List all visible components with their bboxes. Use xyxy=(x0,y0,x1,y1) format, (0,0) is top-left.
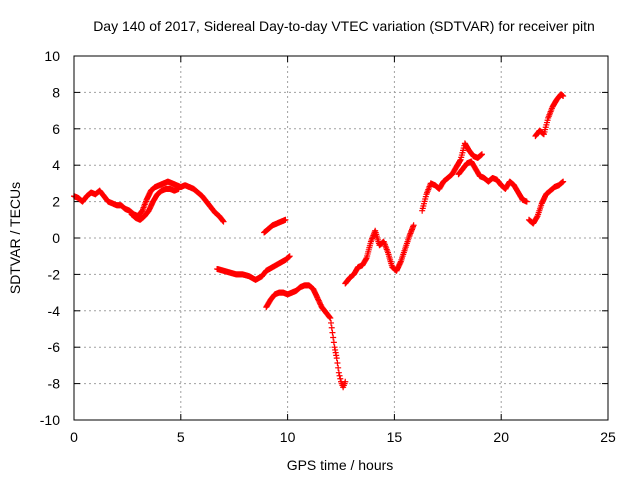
y-tick-label: 4 xyxy=(52,157,60,173)
data-point xyxy=(333,355,340,362)
x-tick-label: 5 xyxy=(177,429,185,445)
y-tick-label: -6 xyxy=(48,339,61,355)
x-tick-label: 10 xyxy=(280,429,296,445)
y-tick-label: -2 xyxy=(48,266,61,282)
x-tick-label: 15 xyxy=(387,429,403,445)
x-tick-label: 25 xyxy=(600,429,616,445)
data-point xyxy=(410,222,417,229)
data-point xyxy=(559,92,566,99)
y-tick-label: -8 xyxy=(48,376,61,392)
data-point xyxy=(560,93,567,100)
y-tick-label: -4 xyxy=(48,303,61,319)
data-point xyxy=(327,315,334,322)
y-tick-label: 2 xyxy=(52,194,60,210)
data-point xyxy=(329,329,336,336)
data-point xyxy=(363,256,370,263)
data-point xyxy=(533,214,540,221)
data-point xyxy=(337,375,344,382)
data-point xyxy=(523,198,530,205)
ticks-layer: 0 5 10 15 20 25 -10 -8 -6 -4 -2 0 2 4 6 8 10 xyxy=(40,48,616,445)
data-point xyxy=(330,339,337,346)
data-point xyxy=(328,324,335,331)
data-point xyxy=(342,378,349,385)
data-point xyxy=(282,216,289,223)
y-tick-label: 0 xyxy=(52,230,60,246)
data-point xyxy=(326,314,333,321)
y-tick-label: 8 xyxy=(52,84,60,100)
y-axis-label: SDTVAR / TECUs xyxy=(7,182,23,294)
data-point xyxy=(175,185,182,192)
data-point xyxy=(560,178,567,185)
x-tick-label: 0 xyxy=(70,429,78,445)
y-tick-label: 6 xyxy=(52,121,60,137)
y-tick-label: 10 xyxy=(44,48,60,64)
data-point xyxy=(330,334,337,341)
data-point xyxy=(478,151,485,158)
data-point xyxy=(286,253,293,260)
chart-title: Day 140 of 2017, Sidereal Day-to-day VTE… xyxy=(93,18,595,34)
y-tick-label: -10 xyxy=(40,412,60,428)
data-point xyxy=(334,359,341,366)
data-point xyxy=(328,319,335,326)
x-axis-label: GPS time / hours xyxy=(287,457,394,473)
data-point xyxy=(220,218,227,225)
data-point xyxy=(335,369,342,376)
plot-frame xyxy=(73,55,609,421)
data-layer xyxy=(71,91,567,391)
x-tick-label: 20 xyxy=(493,429,509,445)
data-point xyxy=(335,364,342,371)
grid-layer xyxy=(74,56,608,420)
data-point xyxy=(336,372,343,379)
